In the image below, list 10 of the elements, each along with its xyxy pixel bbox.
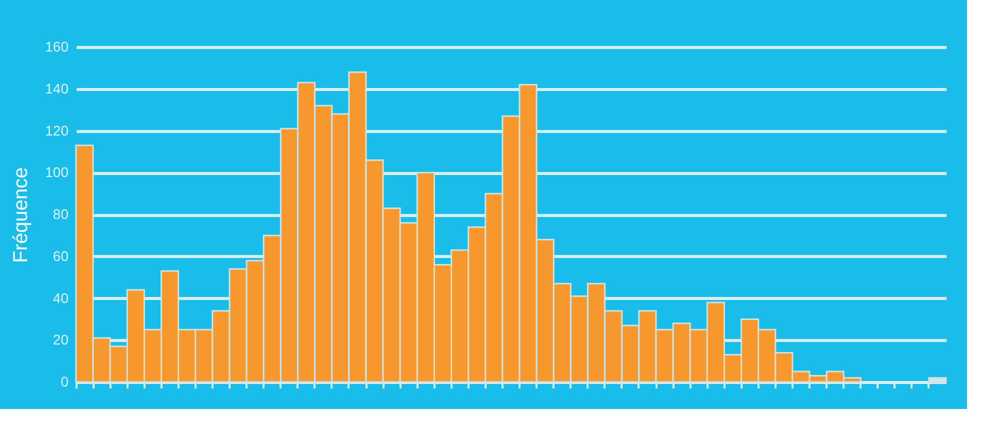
y-tick-label: 140: [45, 80, 69, 96]
y-tick-label: 160: [45, 38, 69, 54]
y-axis-title: Fréquence: [10, 167, 32, 263]
y-tick-label: 20: [52, 332, 69, 348]
y-tick-label: 100: [45, 164, 69, 180]
y-tick-label: 80: [52, 206, 69, 222]
y-tick-label: 60: [52, 248, 69, 264]
y-tick-label: 120: [45, 122, 69, 138]
y-tick-label: 40: [52, 290, 69, 306]
y-tick-label: 0: [60, 374, 69, 390]
